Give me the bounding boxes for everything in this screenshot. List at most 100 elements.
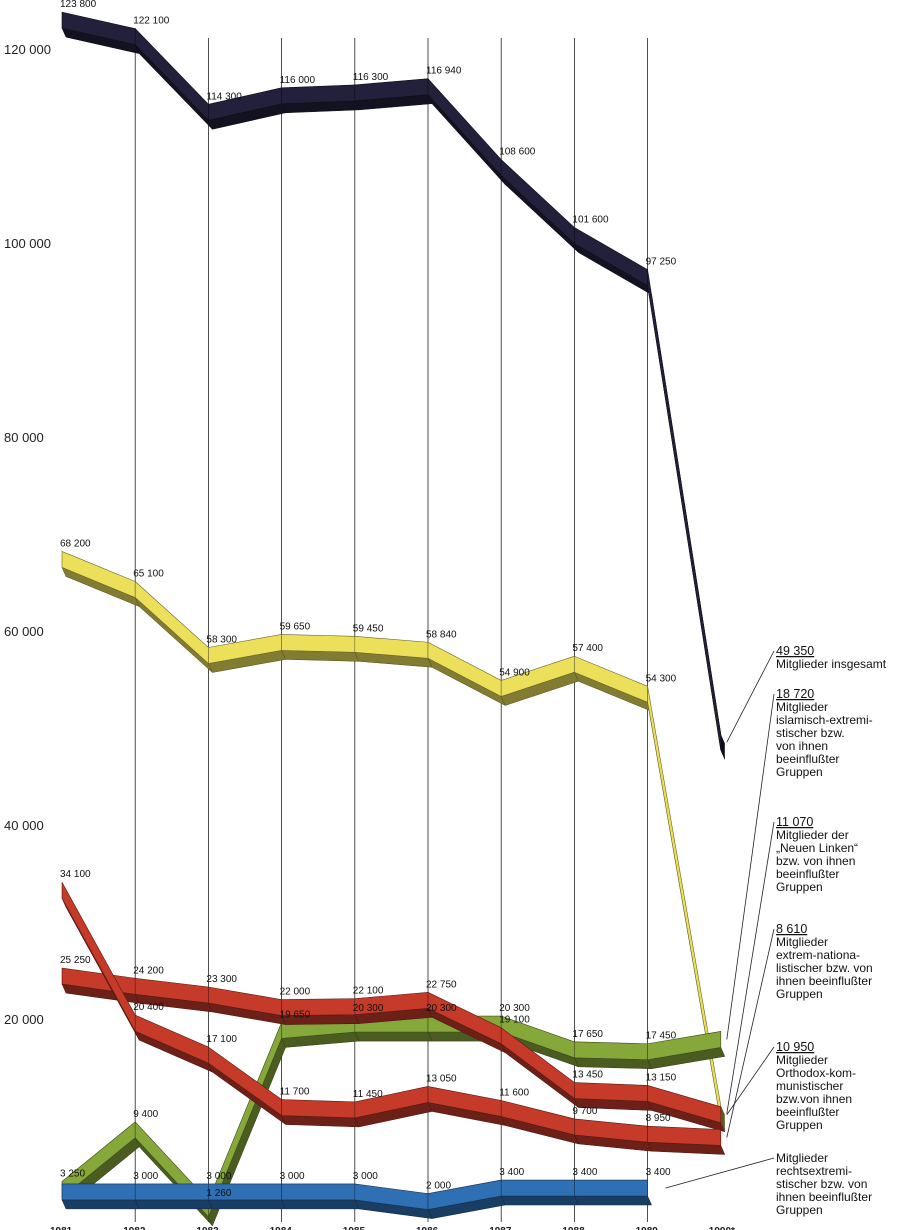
x-tick-label: 1986 <box>416 1226 439 1230</box>
data-label-orthodox_kommunistisch: 24 200 <box>133 965 164 976</box>
legend-text: ihnen beeinflußter <box>776 974 872 988</box>
y-tick-label: 120 000 <box>4 42 51 57</box>
legend-text: beeinflußter <box>776 752 839 766</box>
legend-entry-extrem_nationalistisch: 8 610Mitgliederextrem-nationa-listischer… <box>726 922 873 1138</box>
legend-text: beeinflußter <box>776 867 839 881</box>
data-label-islamisch_extremistisch: 20 300 <box>499 1003 530 1014</box>
ribbon-end-cap <box>720 734 725 760</box>
legend-text: bzw.von ihnen <box>776 1092 852 1106</box>
data-label-islamisch_extremistisch: 3 250 <box>60 1168 85 1179</box>
legend-text: rechtsextremi- <box>776 1164 852 1178</box>
legend-text: „Neuen Linken“ <box>776 841 858 855</box>
legend-leader-line <box>665 1157 775 1189</box>
legend-leader-line <box>726 821 775 1114</box>
legend-leader-line <box>726 928 775 1138</box>
x-tick-label: 1988 <box>562 1226 585 1230</box>
ribbon-segment <box>281 634 356 653</box>
series-extrem_nationalistisch <box>61 882 726 1155</box>
data-label-neue_linke: 57 400 <box>572 643 603 654</box>
legend-text: islamisch-extremi- <box>776 713 873 727</box>
data-label-rechtsextremistisch: 3 400 <box>572 1167 597 1178</box>
data-label-rechtsextremistisch: 2 000 <box>426 1181 451 1192</box>
data-label-rechtsextremistisch: 3 000 <box>353 1171 378 1182</box>
data-label-rechtsextremistisch: 3 400 <box>646 1167 671 1178</box>
data-label-extrem_nationalistisch: 13 050 <box>426 1073 457 1084</box>
data-label-rechtsextremistisch: 3 000 <box>280 1171 305 1182</box>
ribbon-segment <box>281 1099 356 1119</box>
x-tick-label: 1983 <box>196 1226 219 1230</box>
legend-text: Mitglieder <box>776 700 828 714</box>
x-axis: 1981 1982 1983 1984 1985 1986 1987 1988 1989 1990… <box>50 1226 735 1230</box>
ribbon-segment <box>574 1041 648 1061</box>
data-label-neue_linke: 54 900 <box>499 667 530 678</box>
data-label-islamisch_extremistisch: 9 400 <box>133 1109 158 1120</box>
legend-text: Mitglieder der <box>776 828 849 842</box>
series-orthodox_kommunistisch <box>61 967 726 1133</box>
legend-value: 8 610 <box>776 922 807 936</box>
x-tick-label: 1982 <box>123 1226 146 1230</box>
y-tick-label: 80 000 <box>4 430 44 445</box>
ribbon-segment <box>500 158 575 245</box>
data-label-orthodox_kommunistisch: 13 450 <box>572 1070 603 1081</box>
data-label-neue_linke: 59 650 <box>280 621 311 632</box>
legend-value: 10 950 <box>776 1040 814 1054</box>
series-insgesamt <box>61 11 726 760</box>
legend-text: ihnen beeinflußter <box>776 1190 872 1204</box>
data-label-rechtsextremistisch: 3 400 <box>499 1167 524 1178</box>
data-label-orthodox_kommunistisch: 22 750 <box>426 979 457 990</box>
legend-text: Mitglieder <box>776 1053 828 1067</box>
data-label-rechtsextremistisch: 3 000 <box>206 1171 231 1182</box>
x-tick-label: 1984 <box>270 1226 293 1230</box>
ribbon-depth-segment <box>574 1195 652 1206</box>
ribbon-segment <box>134 27 209 122</box>
data-label-islamisch_extremistisch: 20 300 <box>426 1003 457 1014</box>
data-label-neue_linke: 54 300 <box>646 673 677 684</box>
data-label-islamisch_extremistisch: 1 260 <box>206 1188 231 1199</box>
ribbon-segment <box>647 1125 722 1146</box>
data-label-islamisch_extremistisch: 20 300 <box>353 1003 384 1014</box>
data-label-extrem_nationalistisch: 34 100 <box>60 869 91 880</box>
legend-text: Gruppen <box>776 1118 823 1132</box>
ribbon-segment <box>574 1179 648 1197</box>
ribbon-depth-segment <box>134 44 213 130</box>
legend-text: extrem-nationa- <box>776 948 860 962</box>
data-label-islamisch_extremistisch: 17 650 <box>572 1029 603 1040</box>
data-label-insgesamt: 116 940 <box>426 66 462 77</box>
ribbon-segment <box>427 77 502 177</box>
ribbon-segment <box>647 1031 722 1061</box>
legend-text: beeinflußter <box>776 1105 839 1119</box>
data-label-rechtsextremistisch: 3 000 <box>133 1171 158 1182</box>
data-label-neue_linke: 68 200 <box>60 538 91 549</box>
data-label-insgesamt: 101 600 <box>572 214 609 225</box>
data-label-neue_linke: 58 840 <box>426 629 457 640</box>
data-label-neue_linke: 65 100 <box>133 569 164 580</box>
legend-text: stischer bzw. von <box>776 1177 867 1191</box>
y-tick-label: 100 000 <box>4 236 51 251</box>
data-label-orthodox_kommunistisch: 13 150 <box>646 1072 677 1083</box>
series-rechtsextremistisch <box>61 1179 652 1219</box>
data-label-neue_linke: 59 450 <box>353 623 384 634</box>
legend-value: 18 720 <box>776 687 814 701</box>
legend-text: bzw. von ihnen <box>776 854 855 868</box>
series-islamisch_extremistisch <box>61 1015 726 1227</box>
ribbon-segment <box>647 1085 722 1124</box>
x-tick-label: 1985 <box>343 1226 366 1230</box>
legend-text: Mitglieder <box>776 1151 828 1165</box>
data-label-insgesamt: 122 100 <box>133 16 170 27</box>
ribbon-segment <box>134 580 209 665</box>
data-label-orthodox_kommunistisch: 22 000 <box>280 987 311 998</box>
data-label-orthodox_kommunistisch: 19 100 <box>499 1015 530 1026</box>
data-label-extrem_nationalistisch: 8 950 <box>646 1113 671 1124</box>
ribbon-depth-segment <box>208 1199 286 1210</box>
legend-text: Mitglieder <box>776 935 828 949</box>
legend-text: von ihnen <box>776 739 828 753</box>
data-label-orthodox_kommunistisch: 23 300 <box>206 974 237 985</box>
series-ribbons <box>61 11 726 1227</box>
data-labels: 123 800 122 100 114 300 116 000 116 300 116 9… <box>60 0 677 1199</box>
ribbon-end-cap <box>720 1105 725 1131</box>
ribbon-depth-segment <box>61 1199 140 1210</box>
data-label-insgesamt: 114 300 <box>206 91 242 102</box>
